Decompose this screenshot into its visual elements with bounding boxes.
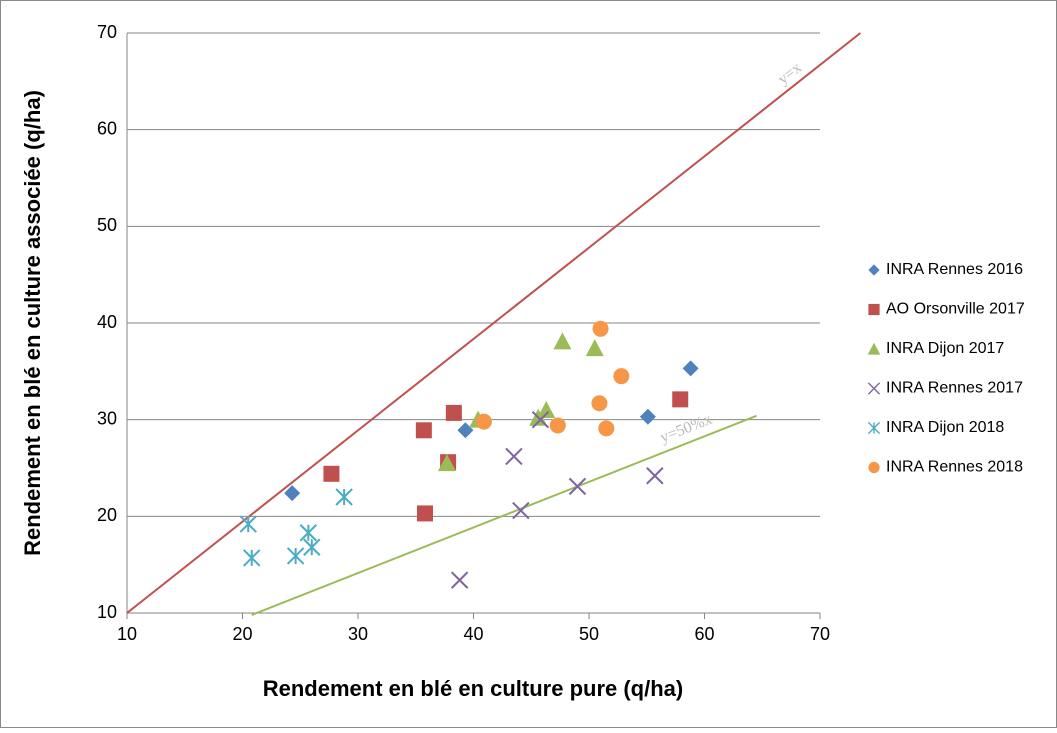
y-tick-label: 40 [97,312,117,332]
marker-part [437,454,456,472]
x-tick-label: 50 [579,624,599,644]
point [475,413,492,430]
marker-part [537,401,556,418]
point [445,404,462,421]
x-tick-label: 30 [348,624,368,644]
point [646,467,664,485]
marker-part [867,421,881,435]
point [553,332,572,350]
marker-part [585,339,604,357]
y-tick-label: 60 [97,118,117,138]
marker-part [512,501,530,520]
marker-part [868,461,880,474]
legend-marker [868,303,880,316]
reference-line [251,414,757,616]
legend-marker [867,382,881,395]
legend-label: AO Orsonville 2017 [886,301,1025,318]
point [286,547,305,565]
legend-label: INRA Dijon 2017 [886,340,1004,357]
marker-part [415,422,432,439]
y-tick-label: 10 [97,602,117,622]
point [568,477,587,496]
legend-marker [868,461,880,474]
marker-part [243,549,261,567]
marker-part [682,360,699,377]
y-tick-label: 20 [97,505,117,525]
marker-part [323,465,340,482]
y-tick-label: 70 [97,22,117,42]
marker-part [568,477,587,496]
x-tick-label: 70 [810,624,830,644]
marker-part [868,264,880,276]
marker-part [613,368,630,385]
marker-part [598,420,615,437]
marker-part [646,467,664,485]
marker-part [239,515,257,533]
marker-part [299,524,318,542]
legend-label: INRA Rennes 2017 [886,380,1023,397]
marker-part [416,505,433,522]
point [284,485,301,502]
marker-part [286,547,305,565]
x-tick-label: 40 [463,624,483,644]
point [537,401,556,418]
legend-label: INRA Rennes 2016 [886,261,1023,278]
marker-part [335,488,353,506]
point [303,538,321,556]
x-axis-title: Rendement en blé en culture pure (q/ha) [263,676,684,701]
y-axis-title: Rendement en blé en culture associée (q/… [20,90,45,556]
marker-part [457,422,474,439]
point [416,505,433,522]
marker-part [450,571,469,589]
point [531,410,550,429]
legend-label: INRA Dijon 2018 [886,419,1004,436]
marker-part [591,395,608,412]
marker-part [505,447,523,466]
point [591,395,608,412]
marker-part [639,408,656,425]
legend-label: INRA Rennes 2018 [886,459,1023,476]
point [415,422,432,439]
legend-marker [868,264,880,276]
point [639,408,656,425]
legend-marker [867,421,881,435]
point [592,320,609,337]
point [598,420,615,437]
legend-marker [867,342,881,355]
point [682,360,699,377]
marker-part [868,303,880,316]
marker-part [284,485,301,502]
point [549,417,566,434]
point [585,339,604,357]
y-tick-label: 50 [97,215,117,235]
marker-part [672,391,689,408]
marker-part [531,410,550,429]
x-tick-label: 60 [694,624,714,644]
point [335,488,353,506]
marker-part [553,332,572,350]
marker-part [445,404,462,421]
point [437,454,456,472]
point [672,391,689,408]
x-tick-label: 10 [117,624,137,644]
point [457,422,474,439]
marker-part [549,417,566,434]
y-tick-label: 30 [97,408,117,428]
point [505,447,523,466]
point [239,515,257,533]
marker-part [592,320,609,337]
point [512,501,530,520]
marker-part [475,413,492,430]
marker-part [867,382,881,395]
point [450,571,469,589]
point [323,465,340,482]
point [613,368,630,385]
point [243,549,261,567]
marker-part [303,538,321,556]
x-tick-label: 20 [232,624,252,644]
point [299,524,318,542]
marker-part [867,342,881,355]
